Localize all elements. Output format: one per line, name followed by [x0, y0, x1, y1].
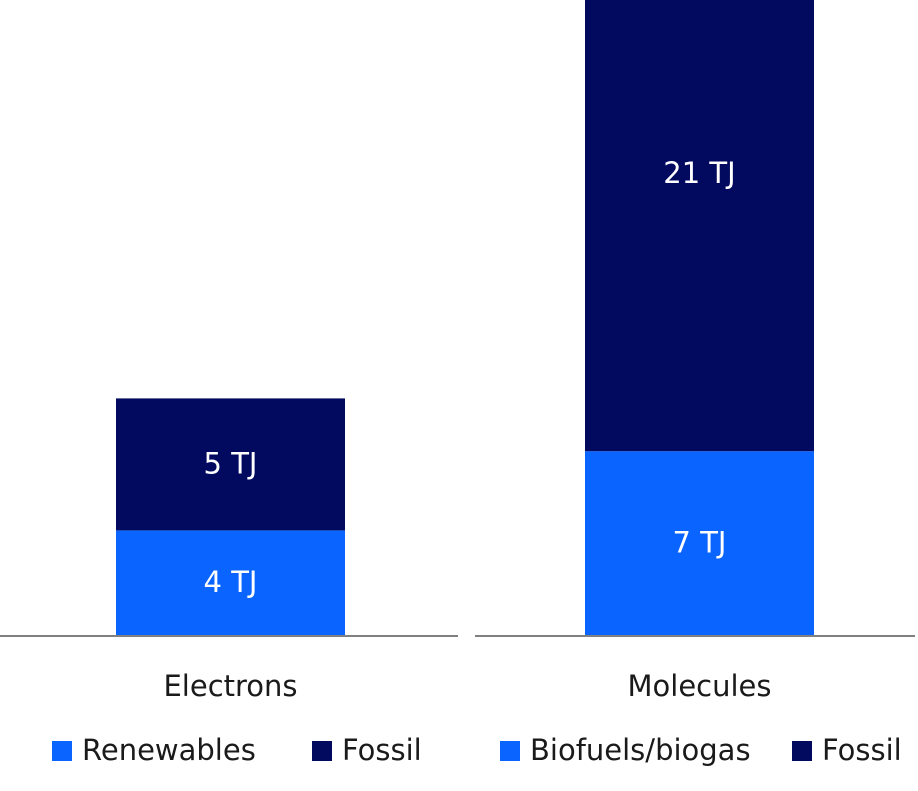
category-label: Molecules [628, 669, 772, 703]
legend-swatch-biofuels-biogas [500, 741, 520, 761]
chart-panels: 4 TJ 5 TJ Electrons Renewables Fossil 7 TJ 21 … [0, 0, 915, 767]
legend: Renewables Fossil [52, 733, 422, 767]
bar-value-label: 5 TJ [204, 446, 258, 480]
bar-segment-biofuels-biogas [585, 451, 814, 636]
bar-value-label: 21 TJ [663, 156, 735, 190]
bar-segment-fossil [585, 0, 814, 452]
chart-panel-electrons: 4 TJ 5 TJ Electrons Renewables Fossil [0, 398, 458, 767]
legend-swatch-fossil [792, 741, 812, 761]
legend-swatch-renewables [52, 741, 72, 761]
legend: Biofuels/biogas Fossil [500, 733, 902, 767]
chart-panel-molecules: 7 TJ 21 TJ Molecules Biofuels/biogas Fossil [475, 0, 915, 767]
legend-label: Fossil [822, 733, 902, 767]
legend-label: Biofuels/biogas [530, 733, 751, 767]
legend-label: Fossil [342, 733, 422, 767]
legend-swatch-fossil [312, 741, 332, 761]
legend-label: Renewables [82, 733, 256, 767]
bar-value-label: 4 TJ [204, 565, 258, 599]
bar-segment-fossil [116, 398, 345, 531]
bar-value-label: 7 TJ [673, 526, 727, 560]
bar-segment-renewables [116, 530, 345, 636]
category-label: Electrons [163, 669, 297, 703]
